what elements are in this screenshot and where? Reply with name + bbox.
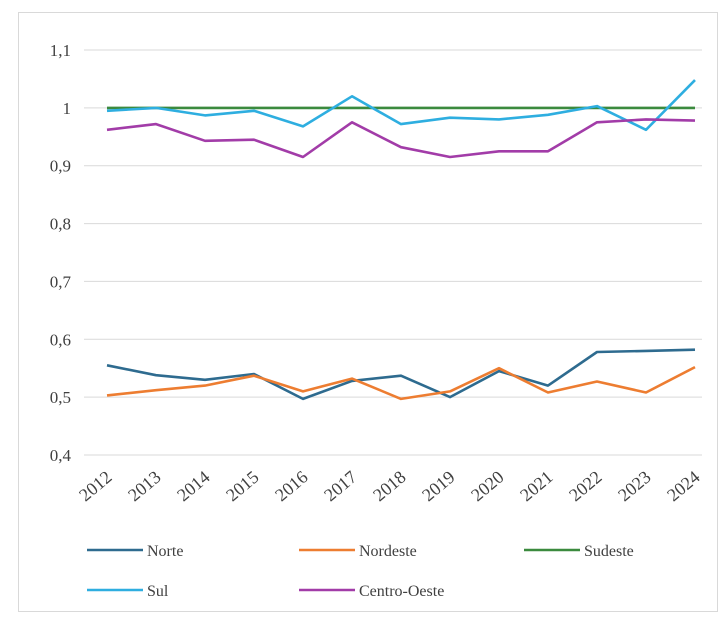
y-tick-label: 1 [63, 99, 72, 118]
x-tick-label: 2015 [222, 467, 262, 505]
series-lines [106, 79, 696, 401]
x-tick-label: 2022 [565, 467, 605, 505]
y-tick-label: 0,5 [50, 388, 71, 407]
x-tick-label: 2016 [271, 467, 311, 505]
series-line-sul [106, 79, 696, 132]
x-tick-label: 2024 [663, 467, 703, 505]
legend-label-sudeste: Sudeste [584, 543, 634, 560]
x-axis-ticks: 2012 2013 2014 2015 2016 2017 2018 2019 2020 2021… [75, 467, 703, 505]
y-tick-label: 0,6 [50, 330, 71, 349]
x-tick-label: 2019 [418, 467, 458, 505]
x-tick-label: 2020 [467, 467, 507, 505]
x-tick-label: 2013 [124, 467, 164, 505]
series-line-nordeste [106, 365, 696, 401]
series-line-centro-oeste [106, 118, 696, 159]
legend-label-centro-oeste: Centro-Oeste [359, 583, 444, 600]
legend-label-nordeste: Nordeste [359, 543, 417, 560]
legend-label-sul: Sul [147, 583, 169, 600]
y-tick-label: 0,8 [50, 215, 71, 234]
y-tick-label: 0,9 [50, 157, 71, 176]
x-tick-label: 2017 [320, 467, 360, 505]
y-tick-label: 0,7 [50, 272, 72, 291]
series-line-norte [106, 348, 696, 401]
y-axis-ticks: 0,4 0,5 0,6 0,7 0,8 0,9 1 1,1 [50, 41, 72, 465]
x-tick-label: 2021 [516, 467, 556, 505]
line-chart: 0,40,50,60,70,80,911,1 2012 2013 2014 2015 2… [50, 41, 704, 600]
legend: Norte Nordeste Sudeste Sul Centro-Oeste [87, 543, 634, 600]
x-tick-label: 2014 [173, 467, 213, 505]
x-tick-label: 2018 [369, 467, 409, 505]
chart-frame: 0,4 0,5 0,6 0,7 0,8 0,9 1 1,1 2012 2013 2014 2015 2… [18, 12, 718, 612]
x-tick-label: 2023 [614, 467, 654, 505]
x-tick-label: 2012 [75, 467, 115, 505]
legend-label-norte: Norte [147, 543, 183, 560]
y-tick-label: 0,4 [50, 446, 72, 465]
y-tick-label: 1,1 [50, 41, 71, 60]
